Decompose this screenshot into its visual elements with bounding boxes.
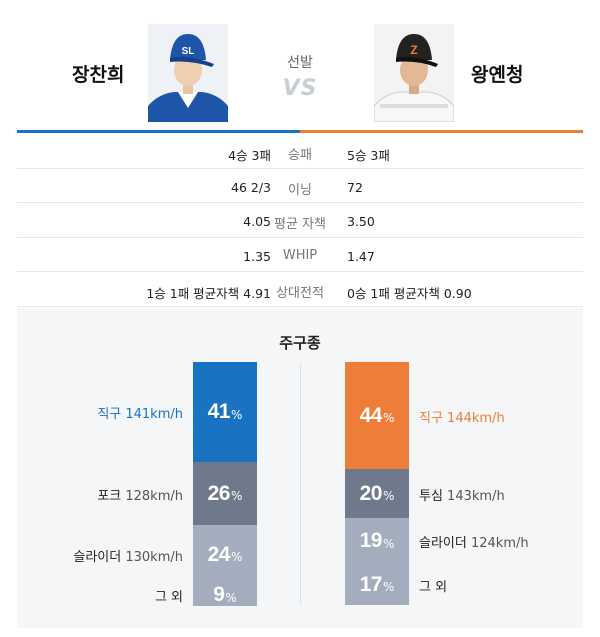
left-pitch-segment: 24%: [193, 525, 257, 584]
percent-sign: %: [230, 407, 243, 422]
right-player-avatar-icon: Z: [374, 24, 454, 122]
right-pitch-segment: 17%: [345, 564, 409, 605]
left-stat-value: 1승 1패 평균자책 4.91: [146, 286, 271, 301]
right-pitch-label: 슬라이더 124km/h: [419, 532, 529, 551]
stat-label: WHIP: [282, 247, 318, 263]
left-stat-value: 1.35: [243, 248, 271, 264]
right-pitch-bar: 44% 20% 19% 17%: [345, 362, 409, 605]
stat-row-record: 4승 3패 승패 5승 3패: [17, 134, 583, 169]
percent-sign: %: [382, 536, 395, 551]
left-pitch-segment: 9%: [193, 583, 257, 606]
right-pitch-label: 투심 143km/h: [419, 485, 505, 504]
left-pitch-percent: 24: [207, 542, 231, 566]
right-stat-value: 72: [347, 179, 363, 195]
pitch-type-name: 그 외: [419, 579, 448, 595]
pitch-speed: 130km/h: [121, 549, 183, 565]
right-pitch-percent: 20: [359, 481, 383, 505]
right-cap-logo: Z: [410, 43, 417, 57]
right-player-photo[interactable]: Z: [374, 24, 454, 122]
right-pitch-percent: 19: [359, 529, 383, 552]
pitch-type-name: 그 외: [154, 590, 183, 605]
pitch-speed: 141km/h: [121, 407, 183, 422]
vs-text: VS: [282, 76, 318, 101]
left-stat-value: 4승 3패: [228, 148, 271, 163]
percent-sign: %: [382, 489, 395, 503]
vs-block: 선발 VS: [270, 52, 330, 101]
stats-table: 4승 3패 승패 5승 3패 46 2/3 이닝 72 4.05 평균 자책 3…: [17, 134, 583, 307]
pitch-divider: [300, 364, 301, 604]
pitch-type-name: 포크: [97, 488, 122, 504]
pitch-type-name: 투심: [419, 488, 443, 504]
stat-row-innings: 46 2/3 이닝 72: [17, 169, 583, 203]
pitch-type-name: 슬라이더: [419, 536, 467, 551]
pitch-type-name: 슬라이더: [73, 549, 122, 565]
right-stat-value: 0승 1패 평균자책 0.90: [347, 286, 472, 301]
percent-sign: %: [382, 580, 395, 594]
left-pitch-bar: 41% 26% 24% 9%: [193, 362, 257, 606]
stat-label: 승패: [288, 148, 312, 163]
right-stat-value: 1.47: [347, 248, 375, 264]
left-pitch-percent: 26: [207, 481, 231, 505]
left-pitch-segment: 41%: [193, 362, 257, 462]
stat-label: 이닝: [288, 182, 312, 198]
left-pitch-percent: 9: [213, 583, 225, 606]
right-pitch-segment: 19%: [345, 518, 409, 564]
left-pitch-percent: 41: [207, 400, 231, 423]
left-team-color-bar: [17, 130, 300, 133]
right-pitch-segment: 20%: [345, 469, 409, 518]
pitch-type-name: 직구: [97, 407, 122, 422]
pitch-speed: 128km/h: [121, 488, 183, 504]
left-pitch-label: 직구 141km/h: [97, 403, 183, 422]
matchup-header: 장찬희 SL 선발 VS Z 왕옌청: [0, 0, 600, 132]
right-pitch-label: 그 외: [419, 576, 447, 595]
stat-label: 상대전적: [276, 286, 324, 301]
right-stat-value: 3.50: [347, 214, 375, 229]
pitch-mix-panel: 주구종 41% 26% 24% 9% 44% 20% 19% 17% 직구 141km/h 포…: [17, 308, 583, 628]
left-pitch-label: 그 외: [155, 586, 183, 605]
right-player-name[interactable]: 왕옌청: [471, 64, 524, 86]
pitch-speed: 144km/h: [442, 410, 505, 426]
percent-sign: %: [382, 411, 395, 425]
left-stat-value: 46 2/3: [231, 179, 271, 195]
stat-row-head-to-head: 1승 1패 평균자책 4.91 상대전적 0승 1패 평균자책 0.90: [17, 272, 583, 307]
pitch-speed: 143km/h: [442, 488, 505, 504]
pitch-mix-title: 주구종: [279, 334, 321, 352]
percent-sign: %: [230, 550, 243, 564]
left-player-avatar-icon: SL: [148, 24, 228, 122]
left-stat-value: 4.05: [243, 214, 271, 229]
left-pitch-label: 포크 128km/h: [97, 485, 183, 504]
percent-sign: %: [230, 489, 243, 503]
stat-row-whip: 1.35 WHIP 1.47: [17, 238, 583, 272]
right-pitch-segment: 44%: [345, 362, 409, 469]
stat-label: 평균 자책: [274, 217, 326, 232]
right-pitch-percent: 17: [359, 572, 383, 596]
starter-label: 선발: [287, 55, 313, 71]
right-pitch-percent: 44: [359, 403, 383, 427]
left-cap-logo: SL: [182, 46, 195, 57]
right-stat-value: 5승 3패: [347, 148, 390, 163]
left-player-photo[interactable]: SL: [148, 24, 228, 122]
pitch-type-name: 직구: [419, 410, 443, 426]
stat-row-era: 4.05 평균 자책 3.50: [17, 203, 583, 238]
left-pitch-label: 슬라이더 130km/h: [73, 546, 183, 565]
percent-sign: %: [225, 590, 237, 605]
right-pitch-label: 직구 144km/h: [419, 407, 505, 426]
right-team-color-bar: [300, 130, 583, 133]
pitch-speed: 124km/h: [466, 536, 529, 551]
left-pitch-segment: 26%: [193, 462, 257, 525]
left-player-name[interactable]: 장찬희: [72, 64, 125, 86]
